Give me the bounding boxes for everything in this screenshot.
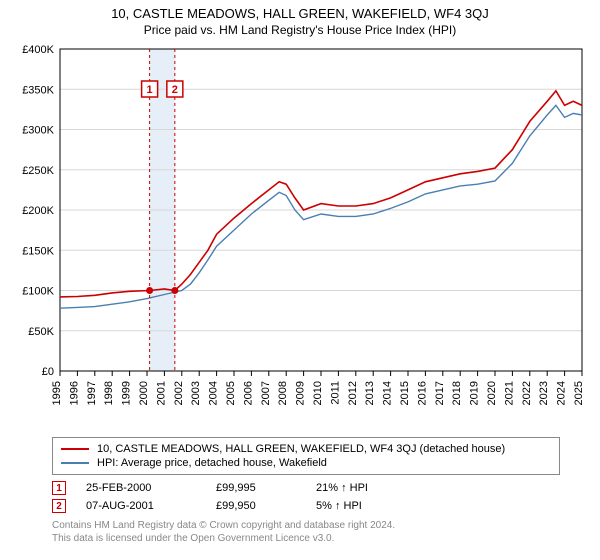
x-tick-label: 2022 [521,381,533,405]
sale-date: 07-AUG-2001 [86,500,196,512]
legend-swatch [61,462,89,464]
attribution: Contains HM Land Registry data © Crown c… [52,519,560,545]
x-tick-label: 2024 [556,381,568,405]
attribution-line: Contains HM Land Registry data © Crown c… [52,519,560,532]
series-price_paid [60,91,582,297]
sale-row: 2 07-AUG-2001 £99,950 5% ↑ HPI [52,497,560,515]
x-tick-label: 2019 [469,381,481,405]
x-tick-label: 2021 [503,381,515,405]
attribution-line: This data is licensed under the Open Gov… [52,532,560,545]
x-tick-label: 2002 [173,381,185,405]
x-tick-label: 1997 [86,381,98,405]
x-tick-label: 2001 [155,381,167,405]
y-tick-label: £400K [22,44,54,56]
chart-area: £0 £50K £100K £150K £200K £250K £300K £350K £400… [10,41,590,431]
sale-marker-chip-label: 2 [172,84,178,96]
legend-item: 10, CASTLE MEADOWS, HALL GREEN, WAKEFIEL… [61,442,551,456]
series-hpi [60,105,582,308]
line-chart: £0 £50K £100K £150K £200K £250K £300K £350K £400… [10,41,590,431]
y-tick-label: £100K [22,286,54,298]
x-tick-label: 2009 [295,381,307,405]
y-tick-label: £50K [28,326,54,338]
sale-row: 1 25-FEB-2000 £99,995 21% ↑ HPI [52,479,560,497]
sales-table: 1 25-FEB-2000 £99,995 21% ↑ HPI 2 07-AUG-2001… [52,479,560,515]
chart-title: 10, CASTLE MEADOWS, HALL GREEN, WAKEFIEL… [0,0,600,21]
x-tick-label: 2016 [416,381,428,405]
x-tick-label: 2015 [399,381,411,405]
x-tick-label: 2012 [347,381,359,405]
sale-marker-point [146,287,153,294]
legend: 10, CASTLE MEADOWS, HALL GREEN, WAKEFIEL… [52,437,560,475]
x-tick-label: 2018 [451,381,463,405]
x-tick-label: 2025 [573,381,585,405]
x-tick-label: 1999 [121,381,133,405]
x-tick-label: 1995 [51,381,63,405]
legend-label: 10, CASTLE MEADOWS, HALL GREEN, WAKEFIEL… [97,443,505,455]
x-tick-label: 2011 [329,381,341,405]
x-tick-label: 1996 [68,381,80,405]
sale-marker-point [171,287,178,294]
sale-date: 25-FEB-2000 [86,482,196,494]
y-tick-label: £300K [22,125,54,137]
y-tick-label: £200K [22,205,54,217]
chart-subtitle: Price paid vs. HM Land Registry's House … [0,21,600,41]
x-tick-label: 2010 [312,381,324,405]
x-tick-label: 2004 [208,381,220,405]
y-tick-label: £0 [42,366,54,378]
x-tick-label: 1998 [103,381,115,405]
y-tick-label: £350K [22,84,54,96]
x-tick-label: 2020 [486,381,498,405]
x-tick-label: 2008 [277,381,289,405]
x-tick-label: 2003 [190,381,202,405]
sale-price: £99,995 [216,482,296,494]
x-tick-label: 2023 [538,381,550,405]
sale-chip: 2 [52,499,66,513]
legend-item: HPI: Average price, detached house, Wake… [61,456,551,470]
sale-marker-chip-label: 1 [147,84,153,96]
x-tick-label: 2007 [260,381,272,405]
sale-delta: 5% ↑ HPI [316,500,416,512]
x-tick-label: 2000 [138,381,150,405]
x-tick-label: 2017 [434,381,446,405]
x-tick-label: 2005 [225,381,237,405]
x-tick-label: 2013 [364,381,376,405]
x-tick-label: 2006 [242,381,254,405]
y-tick-label: £250K [22,165,54,177]
legend-label: HPI: Average price, detached house, Wake… [97,457,327,469]
y-tick-label: £150K [22,245,54,257]
sale-chip: 1 [52,481,66,495]
sale-price: £99,950 [216,500,296,512]
x-tick-label: 2014 [382,381,394,405]
legend-swatch [61,448,89,450]
sale-delta: 21% ↑ HPI [316,482,416,494]
